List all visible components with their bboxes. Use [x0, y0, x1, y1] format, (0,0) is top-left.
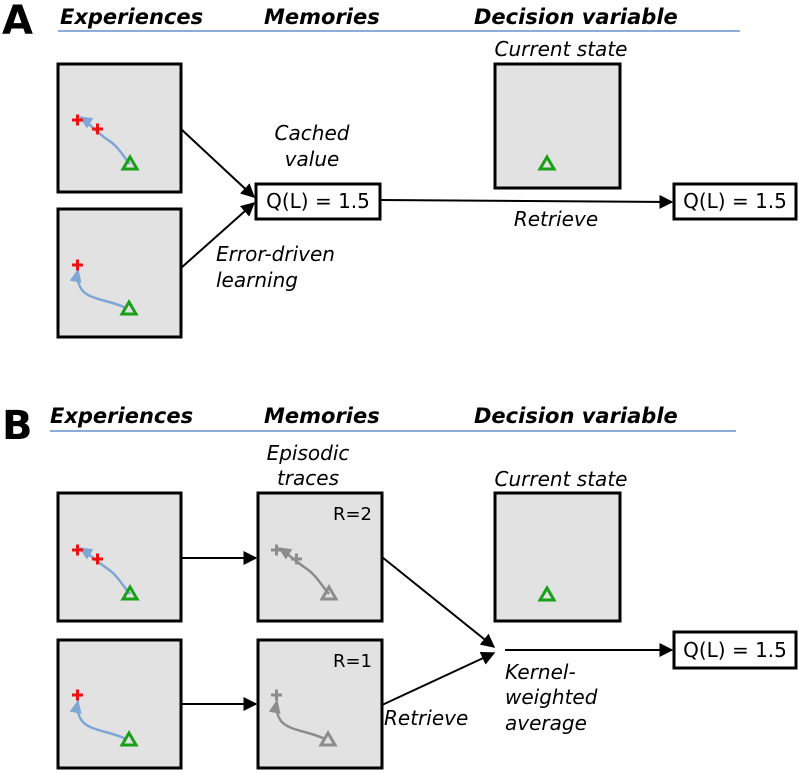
retrieve-arrow	[379, 194, 674, 209]
panel-b-retrieve-label: Retrieve	[384, 706, 468, 730]
panel-a-experience-1	[56, 62, 183, 194]
triangle-marker	[120, 154, 140, 171]
plus-marker	[72, 689, 83, 701]
q-value-output-box	[672, 182, 798, 221]
panel-b-header-experiences: Experiences	[50, 404, 193, 428]
panel-a-header-memories: Memories	[264, 5, 380, 29]
r-value-top: R=2	[333, 504, 372, 525]
panel-a-retrieve-label: Retrieve	[514, 207, 598, 231]
panel-b-q-value-output: Q(L) = 1.5	[683, 638, 787, 662]
arrow	[381, 556, 496, 648]
panel-b-current-state-label: Current state	[495, 467, 628, 491]
triangle-marker	[318, 730, 338, 747]
triangle-marker	[537, 585, 557, 602]
error-driven-label-1: Error-driven	[216, 242, 335, 266]
plus-marker	[271, 689, 282, 701]
plus-marker	[291, 553, 302, 565]
cached-value-label-1: Cached	[275, 121, 350, 145]
panel-b-header-memories: Memories	[264, 404, 380, 428]
panel-b-trace-1: R=2	[256, 491, 384, 623]
triangle-marker	[537, 154, 557, 171]
arrow	[381, 651, 496, 706]
cached-value-label-2: value	[285, 147, 340, 171]
panel-a-q-value-output: Q(L) = 1.5	[683, 189, 787, 213]
plus-marker	[72, 259, 83, 271]
trajectory-arrow	[78, 546, 131, 595]
triangle-marker	[120, 584, 140, 601]
panel-a-header-experiences: Experiences	[60, 5, 203, 29]
panel-a-letter: A	[2, 0, 33, 44]
panel-a-current-state-label: Current state	[495, 37, 628, 61]
triangle-marker	[319, 584, 339, 601]
panel-b-current-state	[493, 491, 622, 623]
q-value-memory: Q(L) = 1.5	[266, 189, 370, 213]
plus-marker	[92, 553, 103, 565]
plus-marker	[92, 123, 103, 135]
trajectory-arrow	[78, 115, 131, 165]
plus-marker	[271, 544, 282, 556]
kernel-label-2: weighted	[505, 685, 598, 709]
triangle-marker	[119, 299, 139, 316]
episodic-label-2: traces	[277, 466, 339, 490]
plus-marker	[72, 114, 83, 126]
panel-b-experience-2	[56, 638, 183, 770]
panel-b-experience-1	[56, 491, 183, 623]
panel-a-experience-2	[56, 207, 183, 339]
trajectory-arrow	[69, 699, 127, 741]
r-value-bottom: R=1	[333, 651, 372, 672]
plus-marker	[72, 544, 83, 556]
trajectory-arrow	[277, 546, 330, 595]
kernel-label-1: Kernel-	[505, 660, 576, 684]
arrow	[180, 128, 256, 198]
triangle-marker	[119, 730, 139, 747]
trajectory-arrow	[268, 699, 326, 741]
panel-b-header-decision: Decision variable	[474, 404, 678, 428]
arrow	[180, 202, 256, 269]
panel-b-letter: B	[2, 403, 33, 449]
panel-a-current-state	[493, 62, 622, 190]
q-value-memory-box	[254, 182, 382, 221]
panel-b-trace-2: R=1	[256, 638, 384, 770]
trajectory-arrow	[69, 268, 127, 310]
error-driven-label-2: learning	[216, 268, 298, 292]
kernel-label-3: average	[505, 711, 587, 735]
q-value-output-box	[672, 630, 798, 670]
episodic-label-1: Episodic	[267, 441, 350, 465]
panel-a-header-decision: Decision variable	[474, 5, 678, 29]
